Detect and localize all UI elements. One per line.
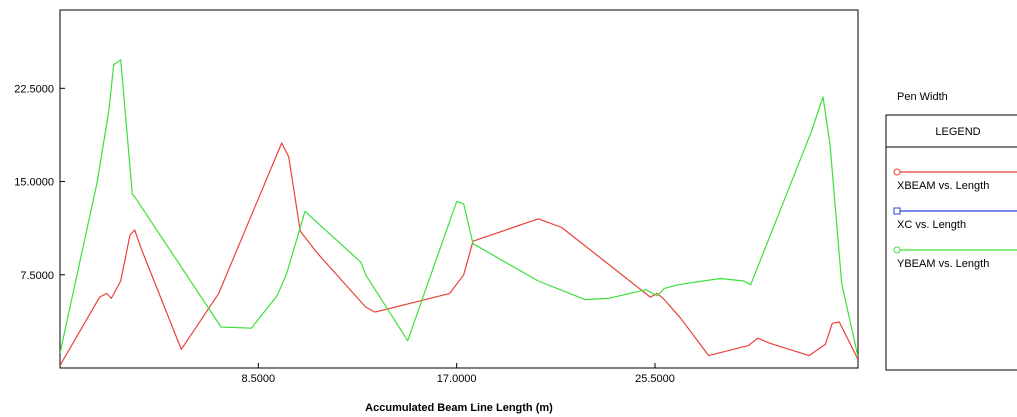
legend-entry-label: XC vs. Length <box>897 219 966 231</box>
x-tick-label: 17.0000 <box>437 373 477 385</box>
plot-area <box>59 9 859 369</box>
y-tick-label: 15.0000 <box>14 177 54 189</box>
legend-entry-label: YBEAM vs. Length <box>897 258 989 270</box>
legend-box <box>885 114 1017 371</box>
x-axis-title: Accumulated Beam Line Length (m) <box>365 402 553 414</box>
y-tick-label: 7.5000 <box>20 270 54 282</box>
legend-marker <box>893 207 901 215</box>
legend-marker <box>893 168 901 176</box>
x-tick-label: 8.5000 <box>242 373 276 385</box>
legend-title: LEGEND <box>935 126 980 138</box>
x-tick-label: 25.5000 <box>635 373 675 385</box>
y-tick-label: 22.5000 <box>14 83 54 95</box>
series-line-ybeam <box>60 59 858 357</box>
pen-width-label: Pen Width <box>897 91 948 103</box>
series-line-xbeam <box>60 142 858 366</box>
legend-marker <box>893 246 901 254</box>
legend-entry-label: XBEAM vs. Length <box>897 180 989 192</box>
